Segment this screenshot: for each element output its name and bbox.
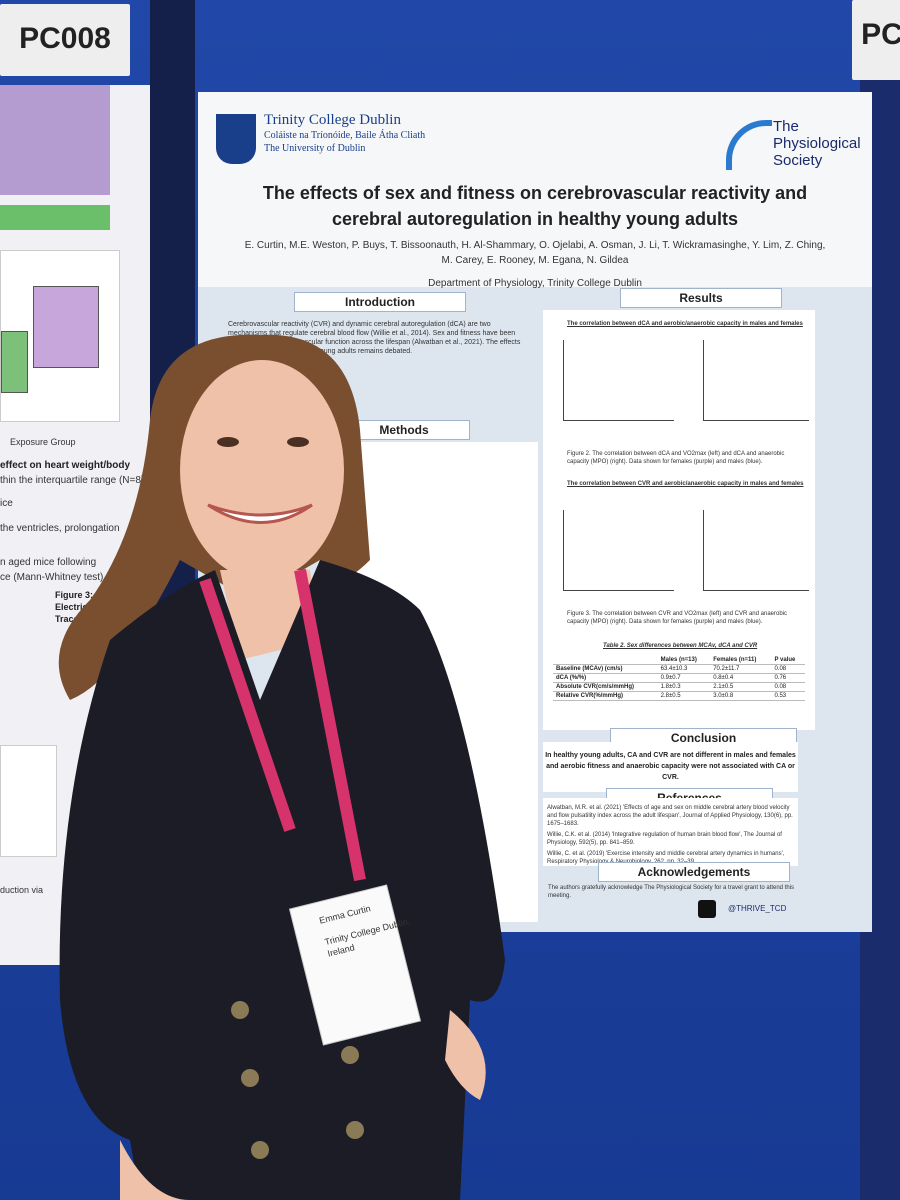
text: n aged mice following xyxy=(0,557,97,568)
jacket xyxy=(59,560,505,1200)
axis-label: Exposure Group xyxy=(10,437,76,447)
scatter-plot xyxy=(563,510,674,591)
text: ice xyxy=(0,498,13,509)
table-cell: 3.0±0.8 xyxy=(710,691,772,701)
society-word: The xyxy=(773,118,799,135)
authors: E. Curtin, M.E. Weston, P. Buys, T. Biss… xyxy=(244,240,826,266)
society-word: Society xyxy=(773,152,823,169)
button xyxy=(231,1001,249,1019)
table-cell: 0.9±0.7 xyxy=(657,673,711,683)
acknowledgement: The authors gratefully acknowledge The P… xyxy=(548,885,795,899)
badge-card xyxy=(288,884,422,1046)
table-cell: 2.1±0.5 xyxy=(710,682,772,692)
button xyxy=(341,1046,359,1064)
society-name: The Physiological Society xyxy=(773,118,861,169)
scatter-plot xyxy=(703,510,809,591)
table-header: Males (n=13) Females (n=11) P value xyxy=(553,656,805,665)
table-cell: 0.8±0.4 xyxy=(710,673,772,683)
table-cell: 2.8±0.5 xyxy=(657,691,711,701)
results-panel: The correlation between dCA and aerobic/… xyxy=(543,310,815,730)
section-heading: Introduction xyxy=(294,292,466,312)
table-row: dCA (%/%) 0.9±0.7 0.8±0.4 0.76 xyxy=(553,673,805,683)
header-cell: Females (n=11) xyxy=(710,656,772,665)
text: thin the interquartile range (N=8). xyxy=(0,475,148,486)
subheading: The correlation between dCA and aerobic/… xyxy=(567,321,803,327)
eye xyxy=(217,437,239,447)
left-header xyxy=(0,85,110,195)
figure-caption: Figure 2. The correlation between dCA an… xyxy=(567,451,785,465)
table-cell: Relative CVR(%/mmHg) xyxy=(553,691,658,701)
poster-title: The effects of sex and fitness on cerebr… xyxy=(262,183,808,229)
smile xyxy=(207,503,313,524)
subheading: The correlation between CVR and aerobic/… xyxy=(567,481,804,487)
header-cell xyxy=(553,656,658,665)
text: ce (Mann-Whitney test). xyxy=(0,572,107,583)
text: duction via xyxy=(0,885,44,895)
reference: Alwatban, M.R. et al. (2021) 'Effects of… xyxy=(547,805,793,827)
left-chart xyxy=(0,250,120,422)
scatter-plot xyxy=(703,340,809,421)
eye xyxy=(287,437,309,447)
board-label: PC xyxy=(852,0,900,80)
table-row: Baseline (MCAv) (cm/s) 63.4±10.3 70.2±11.7… xyxy=(553,664,805,674)
x-logo xyxy=(698,900,716,918)
table-cell: 70.2±11.7 xyxy=(710,664,772,674)
text: Figure 3: Progr xyxy=(55,590,120,600)
buttons xyxy=(231,1001,364,1159)
hand xyxy=(120,1140,190,1200)
institution: Trinity College Dublin xyxy=(264,112,401,128)
scatter-plot xyxy=(563,340,674,421)
header-cell: P value xyxy=(771,656,805,665)
table-cell: 1.8±0.3 xyxy=(657,682,711,692)
tcd-crest xyxy=(216,114,256,164)
institution: Coláiste na Tríonóide, Baile Átha Cliath xyxy=(264,130,426,141)
table: Males (n=13) Females (n=11) P value Baselin… xyxy=(553,656,805,701)
text: effect on heart weight/body xyxy=(0,460,131,471)
section-heading: Results xyxy=(620,288,782,308)
table-cell: dCA (%/%) xyxy=(553,673,658,683)
hand xyxy=(445,1010,486,1100)
figure-caption: Figure 3. The correlation between CVR an… xyxy=(567,611,788,625)
institution: The University of Dublin xyxy=(264,143,366,154)
board-label: PC008 xyxy=(0,4,130,76)
face xyxy=(180,360,344,580)
table-cell: 0.53 xyxy=(771,691,805,701)
button xyxy=(251,1141,269,1159)
references: Alwatban, M.R. et al. (2021) 'Effects of… xyxy=(543,798,798,866)
table-cell: 0.76 xyxy=(771,673,805,683)
lanyard xyxy=(199,568,366,882)
text: the ventricles, prolongation xyxy=(0,523,120,534)
table-cell: Baseline (MCAv) (cm/s) xyxy=(553,664,658,674)
society-word: Physiological xyxy=(773,135,861,152)
table-row: Absolute CVR(cm/s/mmHg) 1.8±0.3 2.1±0.5 0.0… xyxy=(553,682,805,692)
green-band xyxy=(0,205,110,230)
button xyxy=(346,1121,364,1139)
table-cell: Absolute CVR(cm/s/mmHg) xyxy=(553,682,658,692)
table-cell: 0.08 xyxy=(771,664,805,674)
section-heading: Acknowledgements xyxy=(598,862,790,882)
conclusion-text: In healthy young adults, CA and CVR are … xyxy=(543,742,798,792)
box-plot xyxy=(1,331,28,393)
table-cell: 0.08 xyxy=(771,682,805,692)
handle: @THRIVE_TCD xyxy=(728,904,787,913)
reference: Willie, C.K. et al. (2014) 'Integrative … xyxy=(547,832,782,846)
badge xyxy=(288,884,422,1046)
box-plot xyxy=(33,286,99,368)
header-cell: Males (n=13) xyxy=(657,656,711,665)
department: Department of Physiology, Trinity Colleg… xyxy=(428,278,642,289)
left-chart xyxy=(0,745,57,857)
table-title: Table 2. Sex differences between MCAv, d… xyxy=(603,643,758,649)
text: Traces. xyxy=(55,614,87,624)
button xyxy=(241,1069,259,1087)
table-cell: 63.4±10.3 xyxy=(657,664,711,674)
table-row: Relative CVR(%/mmHg) 2.8±0.5 3.0±0.8 0.53 xyxy=(553,691,805,701)
section-heading: Methods xyxy=(338,420,470,440)
society-logo xyxy=(726,120,772,170)
